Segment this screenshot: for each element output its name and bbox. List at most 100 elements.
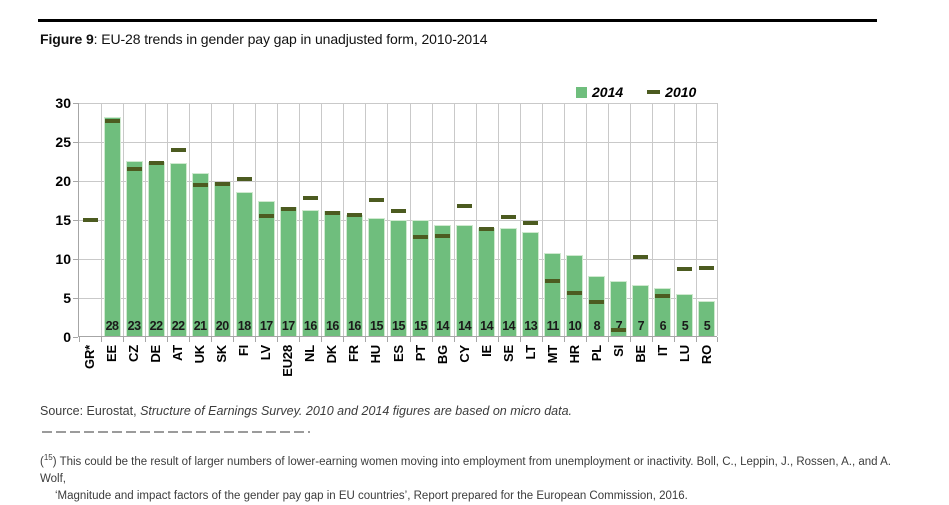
bar-2014	[566, 254, 584, 336]
bar-value-label: 6	[659, 319, 667, 333]
x-axis-tick	[299, 337, 301, 342]
x-axis-label: DK	[324, 345, 340, 364]
bar-2014	[434, 225, 452, 336]
x-axis-label: CZ	[126, 345, 142, 362]
gridline-vertical	[123, 103, 125, 336]
dash-marker-2010	[236, 176, 252, 181]
y-axis-tick	[73, 258, 78, 260]
bar-2014	[257, 201, 275, 336]
x-axis-tick	[607, 337, 609, 342]
dash-marker-2010	[501, 214, 517, 219]
x-axis-label: HR	[566, 345, 582, 364]
legend-swatch-2014-icon	[576, 86, 587, 98]
x-axis-tick	[343, 337, 345, 342]
figure-title-number: Figure 9	[40, 31, 94, 47]
bar-value-label: 7	[637, 319, 645, 333]
plot-area: 0 5 10 15 20 25 30 28 23 22 22 21 20 18 17 17 16 16 16 15 15…	[55, 95, 718, 377]
bar-2014	[169, 162, 187, 336]
dash-marker-2010	[302, 196, 318, 201]
bar-value-label: 22	[149, 319, 163, 333]
bar-2014	[191, 172, 209, 336]
bar-2014	[654, 288, 672, 336]
chart-legend: 2014 2010	[576, 84, 696, 100]
y-axis-tick	[73, 219, 78, 221]
dash-marker-2010	[280, 207, 296, 212]
dash-marker-2010	[170, 147, 186, 152]
legend-swatch-2010-icon	[647, 90, 661, 94]
y-axis-label: 5	[63, 290, 71, 306]
bar-2014	[301, 210, 319, 336]
figure-title: Figure 9: EU-28 trends in gender pay gap…	[40, 31, 488, 47]
dash-marker-2010	[126, 166, 142, 171]
gridline-vertical	[519, 103, 521, 336]
dash-marker-2010	[589, 299, 605, 304]
gridline-vertical	[453, 103, 455, 336]
bar-2014	[698, 300, 716, 336]
x-axis-label: NL	[302, 345, 318, 362]
footnote-marker: 15	[43, 453, 53, 462]
bar-2014	[147, 162, 165, 336]
dash-marker-2010	[346, 213, 362, 218]
dash-marker-2010	[655, 293, 671, 298]
x-axis-label: EU28	[280, 345, 296, 377]
x-axis-tick	[409, 337, 411, 342]
bar-value-label: 15	[414, 319, 427, 333]
x-axis-label: SI	[610, 345, 626, 357]
dash-marker-2010	[258, 214, 274, 219]
bar-2014	[544, 253, 562, 336]
x-axis-label: SE	[500, 345, 516, 362]
bar-value-label: 14	[458, 319, 472, 333]
x-axis-label: FI	[236, 345, 252, 357]
bar-value-label: 17	[259, 319, 273, 333]
bar-value-label: 8	[593, 319, 601, 333]
x-axis-tick	[453, 337, 455, 342]
x-axis-label: LV	[258, 345, 274, 361]
y-axis-label: 30	[55, 95, 71, 111]
x-axis-label: IT	[654, 345, 670, 357]
bar-value-label: 14	[436, 319, 450, 333]
gridline-vertical	[211, 103, 213, 336]
x-axis-label: SK	[214, 345, 230, 363]
bar-value-label: 5	[681, 319, 689, 333]
x-axis-tick	[673, 337, 675, 342]
gridline-vertical	[321, 103, 323, 336]
footnote-separator	[42, 431, 310, 433]
bar-value-label: 18	[237, 319, 251, 333]
bar-2014	[456, 225, 474, 336]
x-axis-tick	[145, 337, 147, 342]
x-axis-label: BG	[434, 345, 450, 365]
gridline-vertical	[233, 103, 235, 336]
gridline-vertical	[563, 103, 565, 336]
x-axis-tick	[541, 337, 543, 342]
dash-marker-2010	[567, 290, 583, 295]
x-axis-label: FR	[346, 345, 362, 362]
bar-2014	[412, 219, 430, 336]
y-axis-label: 0	[63, 329, 71, 345]
dash-marker-2010	[457, 203, 473, 208]
bar-value-label: 10	[568, 319, 582, 333]
y-axis-tick	[73, 102, 78, 104]
gridline-horizontal	[79, 141, 717, 143]
figure-title-text: : EU-28 trends in gender pay gap in unad…	[93, 31, 488, 47]
x-axis-tick	[585, 337, 587, 342]
x-axis-tick	[167, 337, 169, 342]
x-axis-tick	[563, 337, 565, 342]
gridline-vertical	[431, 103, 433, 336]
bar-value-label: 16	[347, 319, 361, 333]
x-axis-label: RO	[698, 345, 714, 365]
footnote-line1: (15) This could be the result of larger …	[40, 453, 891, 485]
source-line: Source: Eurostat, Structure of Earnings …	[40, 404, 572, 418]
gridline-vertical	[365, 103, 367, 336]
gridline-vertical	[101, 103, 103, 336]
footnote-line2: ‘Magnitude and impact factors of the gen…	[55, 489, 688, 502]
bar-2014	[522, 232, 540, 336]
x-axis-label: EE	[104, 345, 120, 362]
x-axis-tick	[475, 337, 477, 342]
y-axis-label: 25	[55, 134, 71, 150]
x-axis-tick	[255, 337, 257, 342]
x-axis-tick	[497, 337, 499, 342]
y-axis-label: 10	[55, 251, 71, 267]
bar-value-label: 7	[615, 319, 623, 333]
x-axis-tick	[123, 337, 125, 342]
bar-2014	[279, 206, 297, 336]
